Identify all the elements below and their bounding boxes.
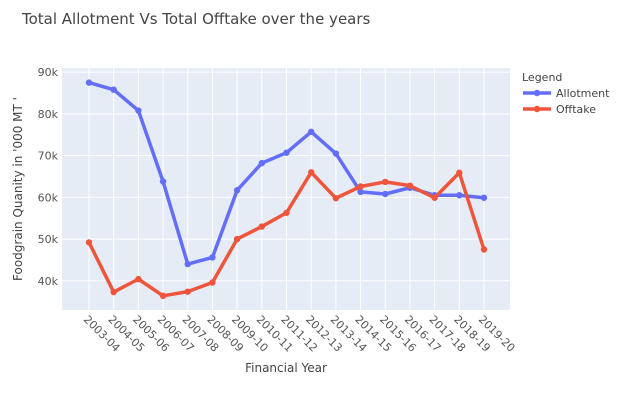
- data-point-allotment[interactable]: [283, 149, 290, 156]
- legend-item-offtake[interactable]: Offtake: [523, 103, 596, 116]
- data-point-offtake[interactable]: [209, 279, 216, 286]
- y-tick-label: 90k: [38, 66, 59, 79]
- data-point-allotment[interactable]: [382, 190, 389, 198]
- data-point-allotment[interactable]: [307, 128, 315, 136]
- data-point-offtake[interactable]: [258, 223, 266, 230]
- y-tick-label: 40k: [38, 275, 59, 288]
- x-axis-title: Financial Year: [245, 361, 327, 375]
- data-point-offtake[interactable]: [85, 239, 93, 246]
- legend-swatch-marker: [533, 89, 541, 97]
- data-point-offtake[interactable]: [480, 246, 488, 253]
- series-offtake: [85, 169, 488, 300]
- y-axis-ticks: 40k 50k 60k 70k 80k 90k: [38, 66, 59, 288]
- data-point-allotment[interactable]: [258, 159, 266, 167]
- legend-label: Allotment: [556, 87, 610, 100]
- chart-title: Total Allotment Vs Total Offtake over th…: [21, 10, 371, 28]
- legend[interactable]: Legend Allotment Offtake: [522, 71, 610, 116]
- data-point-allotment[interactable]: [209, 254, 216, 261]
- legend-label: Offtake: [556, 103, 596, 116]
- y-tick-label: 70k: [38, 150, 59, 163]
- data-point-offtake[interactable]: [406, 182, 414, 189]
- data-point-offtake[interactable]: [332, 194, 340, 202]
- data-point-allotment[interactable]: [357, 188, 364, 196]
- x-axis-ticks: 2003-042004-052005-062006-072007-082008-…: [81, 313, 518, 355]
- data-point-offtake[interactable]: [307, 169, 315, 176]
- data-point-offtake[interactable]: [382, 178, 389, 186]
- data-point-offtake[interactable]: [135, 275, 142, 283]
- legend-item-allotment[interactable]: Allotment: [523, 87, 610, 100]
- data-point-offtake[interactable]: [110, 288, 117, 296]
- series-group: [85, 79, 488, 300]
- data-point-allotment[interactable]: [184, 260, 191, 268]
- y-tick-label: 50k: [38, 233, 59, 246]
- legend-swatch-marker: [533, 105, 541, 113]
- y-tick-label: 60k: [38, 191, 59, 204]
- data-point-allotment[interactable]: [332, 150, 340, 157]
- y-axis-title: Foodgrain Quanity in '000 MT ': [11, 97, 25, 281]
- data-point-allotment[interactable]: [159, 178, 167, 185]
- data-point-allotment[interactable]: [480, 194, 488, 201]
- data-point-allotment[interactable]: [110, 86, 117, 93]
- data-point-allotment[interactable]: [233, 187, 241, 194]
- y-tick-label: 80k: [38, 108, 59, 121]
- data-point-offtake[interactable]: [357, 183, 364, 190]
- data-point-offtake[interactable]: [159, 292, 167, 300]
- data-point-offtake[interactable]: [456, 169, 463, 176]
- data-point-offtake[interactable]: [184, 288, 191, 295]
- data-point-offtake[interactable]: [233, 235, 241, 243]
- data-point-offtake[interactable]: [431, 194, 438, 201]
- data-point-allotment[interactable]: [456, 192, 463, 199]
- data-point-allotment[interactable]: [85, 79, 93, 86]
- data-point-allotment[interactable]: [135, 107, 142, 114]
- data-point-offtake[interactable]: [283, 209, 290, 216]
- legend-title: Legend: [522, 71, 562, 84]
